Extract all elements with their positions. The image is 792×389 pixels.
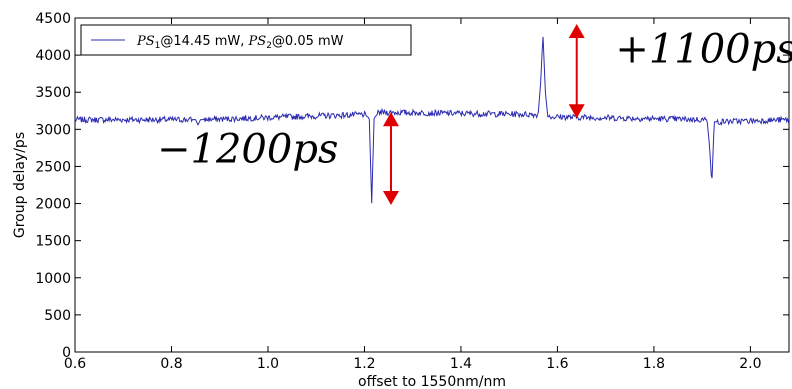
y-tick-label: 3500 (35, 85, 71, 101)
x-tick-label: 1.0 (257, 356, 279, 372)
arrow-head-down (382, 191, 399, 206)
y-tick-label: 3000 (35, 122, 71, 138)
axis-ticks (74, 17, 789, 353)
arrow-head-up (382, 112, 399, 127)
series-line (74, 36, 790, 204)
annotations: +1100ps −1200ps (157, 27, 792, 173)
tick-labels: 0.6 0.8 1.0 1.2 1.4 1.6 1.8 2.0 0 500 1000 1500 2000… (35, 11, 761, 372)
y-axis-label: Group delay/ps (12, 132, 28, 238)
x-tick-label: 0.8 (160, 356, 182, 372)
delay-annotation: −1200ps (157, 127, 338, 173)
x-tick-label: 1.6 (546, 356, 568, 372)
legend: PS1@14.45 mW, PS2@0.05 mW (80, 24, 412, 56)
x-tick-label: 1.8 (643, 356, 665, 372)
x-tick-label: 1.2 (353, 356, 375, 372)
plot-area: 0.6 0.8 1.0 1.2 1.4 1.6 1.8 2.0 0 500 1000 1500 2000… (35, 11, 792, 372)
x-tick-label: 2.0 (739, 356, 761, 372)
y-tick-label: 2500 (35, 159, 71, 175)
y-tick-label: 500 (44, 308, 71, 324)
arrow-head-down (568, 104, 585, 119)
y-tick-label: 4500 (35, 11, 71, 27)
x-axis-label: offset to 1550nm/nm (358, 374, 506, 389)
legend-box (80, 24, 412, 56)
plot-frame (74, 17, 790, 353)
y-tick-label: 1500 (35, 234, 71, 250)
legend-label: PS1@14.45 mW, PS2@0.05 mW (136, 34, 344, 51)
y-tick-label: 1000 (35, 271, 71, 287)
y-tick-label: 2000 (35, 197, 71, 213)
red-arrows (382, 23, 585, 206)
x-tick-label: 0.6 (64, 356, 86, 372)
delay-annotation: +1100ps (615, 27, 792, 73)
y-tick-label: 0 (62, 345, 71, 361)
x-tick-label: 1.4 (450, 356, 472, 372)
arrow-head-up (568, 23, 585, 38)
y-tick-label: 4000 (35, 48, 71, 64)
